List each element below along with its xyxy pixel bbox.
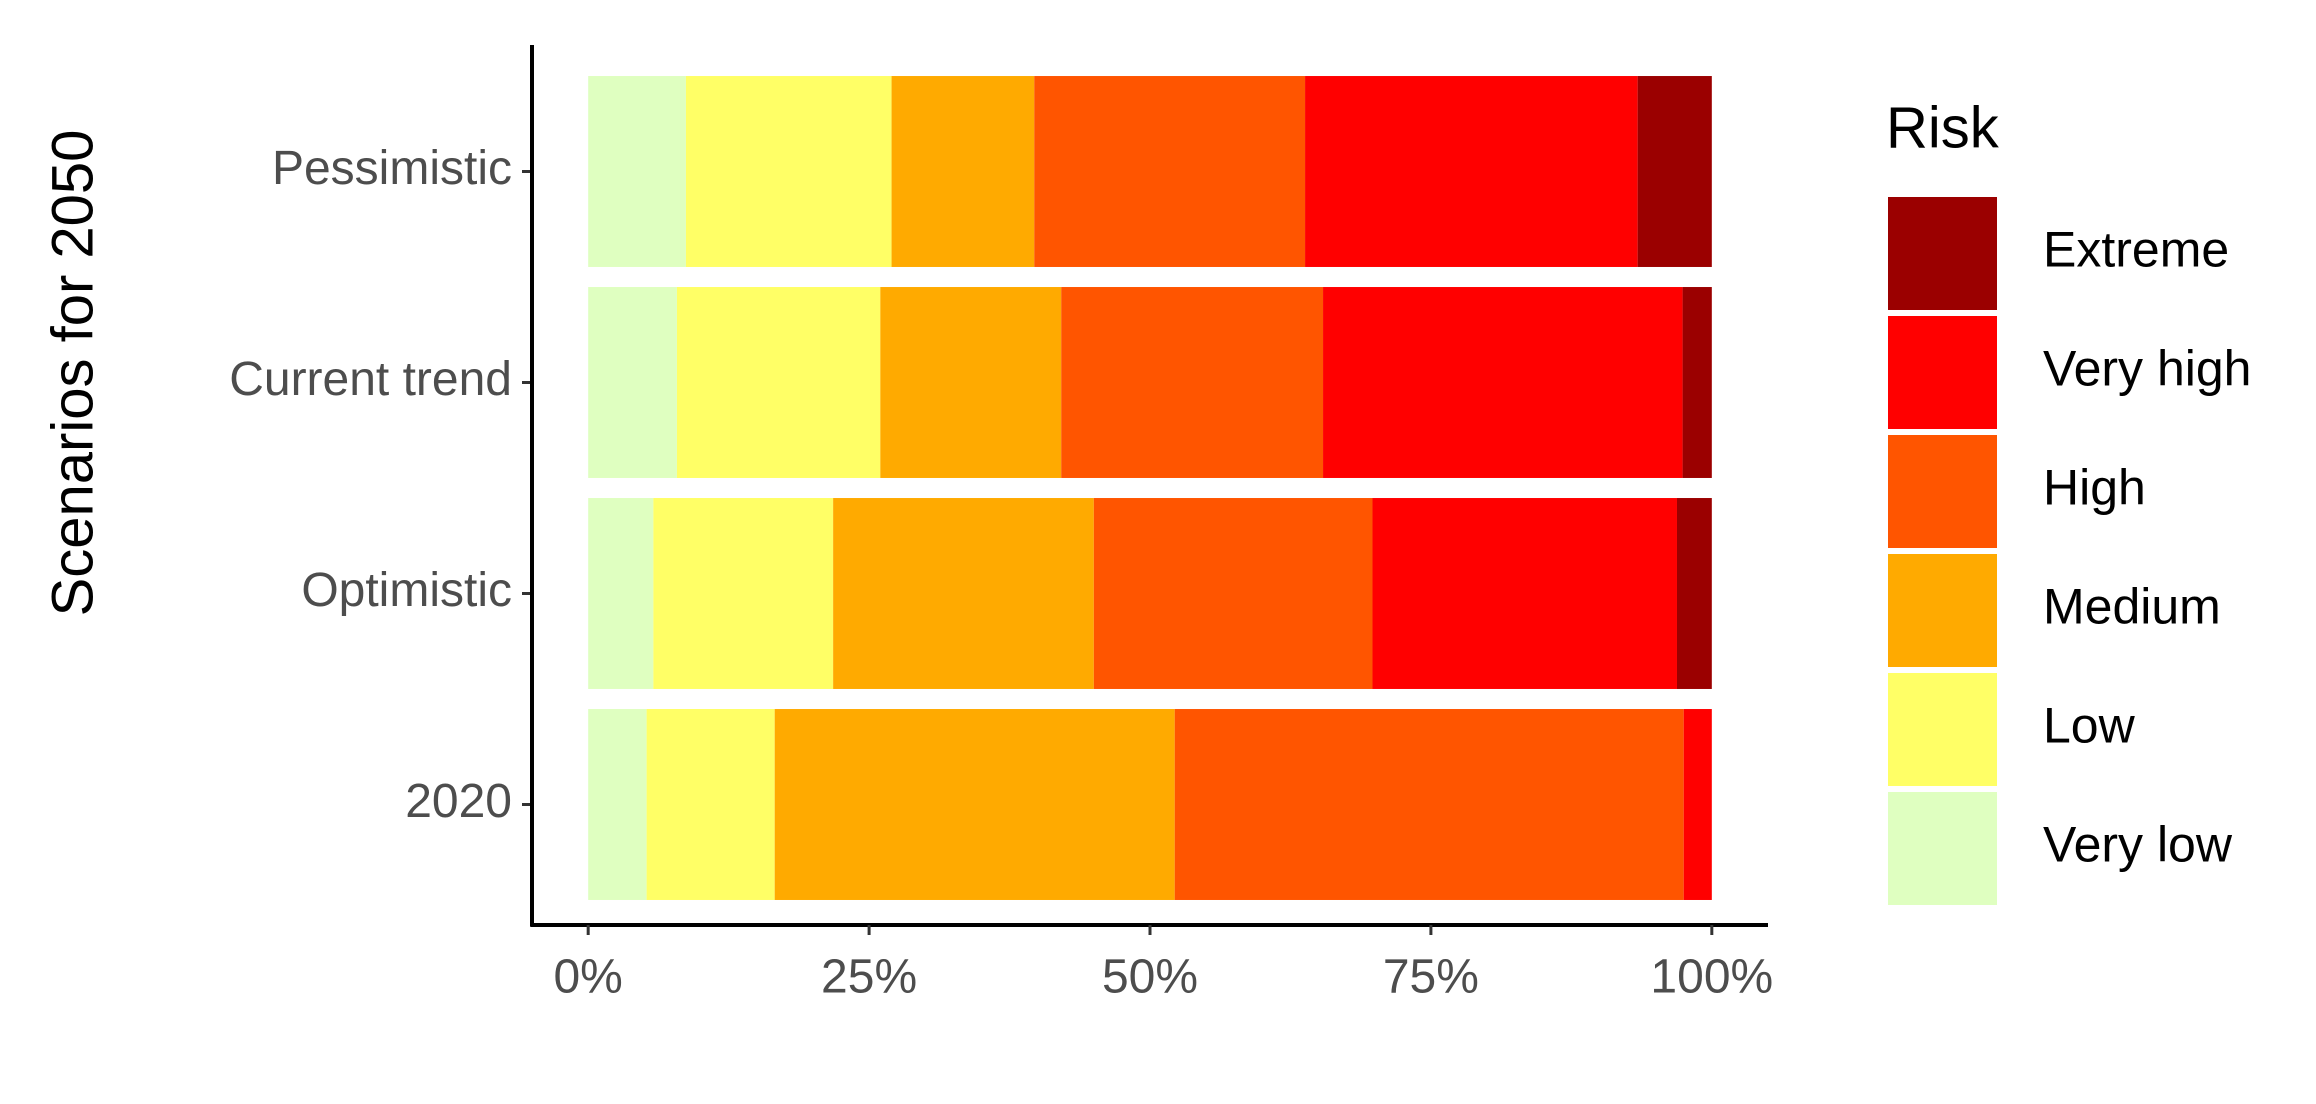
bar-segment (653, 498, 834, 689)
bar-segment (1683, 709, 1712, 900)
legend-label: Medium (2043, 579, 2221, 635)
bar-segment (685, 76, 892, 267)
bar-segment (880, 287, 1062, 478)
bar-segment (1093, 498, 1373, 689)
legend-label: Low (2043, 698, 2136, 754)
bar-segment (646, 709, 775, 900)
bar-segment (588, 287, 677, 478)
bar-segment (1061, 287, 1324, 478)
legend-label: Extreme (2043, 222, 2229, 278)
y-tick-label: Optimistic (301, 564, 512, 617)
y-tick-label: Current trend (229, 353, 512, 406)
y-axis-title: Scenarios for 2050 (40, 130, 105, 617)
bar-segment (1034, 76, 1306, 267)
legend-label: High (2043, 460, 2146, 516)
bar-segment (1676, 498, 1712, 689)
y-tick-label: Pessimistic (272, 142, 512, 195)
bar-segment (1305, 76, 1638, 267)
bar-segment (1323, 287, 1683, 478)
bar-segment (1682, 287, 1712, 478)
x-tick-label: 0% (553, 951, 622, 1004)
bar-segment (588, 498, 654, 689)
bar-segment (588, 709, 647, 900)
bar-segment (676, 287, 881, 478)
bar-segment (1174, 709, 1684, 900)
legend-key (1888, 792, 1997, 905)
x-tick-label: 25% (821, 951, 917, 1004)
legend-label: Very low (2043, 817, 2233, 873)
bar-segment (1637, 76, 1712, 267)
x-tick-label: 50% (1102, 951, 1198, 1004)
bar-segment (1372, 498, 1677, 689)
legend-key (1888, 554, 1997, 667)
legend-key (1888, 197, 1997, 310)
x-tick-label: 100% (1650, 951, 1773, 1004)
legend-label: Very high (2043, 341, 2251, 397)
bar-segment (891, 76, 1035, 267)
y-tick-label: 2020 (405, 775, 512, 828)
bar-segment (774, 709, 1175, 900)
legend-title: Risk (1886, 95, 2000, 160)
legend-key (1888, 316, 1997, 429)
bar-segment (588, 76, 686, 267)
bar-segment (833, 498, 1094, 689)
x-tick-label: 75% (1383, 951, 1479, 1004)
legend-key (1888, 435, 1997, 548)
legend-key (1888, 673, 1997, 786)
